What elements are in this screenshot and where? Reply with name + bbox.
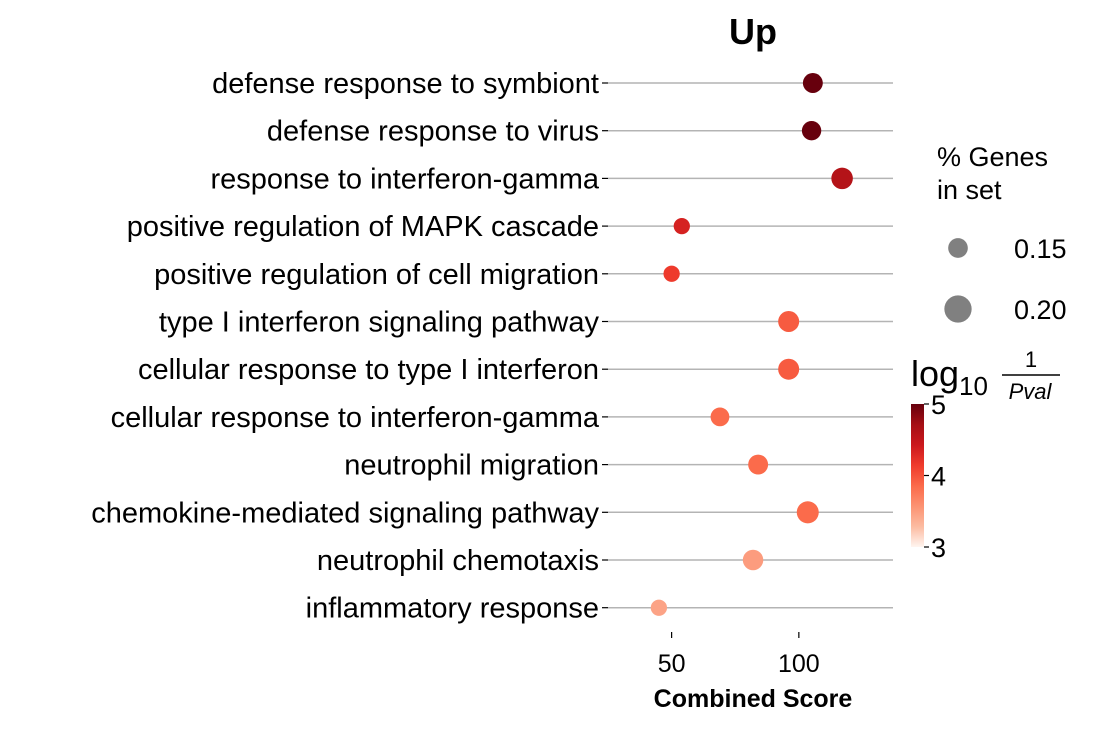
size-legend: % Genes in set 0.15 0.20 [937,142,1067,325]
term-label: defense response to symbiont [212,68,599,100]
term-dot [801,121,822,141]
colorbar-gradient [911,404,924,547]
term-label: inflammatory response [306,593,599,625]
term-label: chemokine-mediated signaling pathway [91,497,599,529]
term-dot [710,407,730,427]
term-dot [748,454,769,475]
term-dot [796,501,819,524]
term-dot [673,217,690,235]
term-dot [663,265,680,282]
x-tick-label: 100 [778,650,820,678]
colorbar-title-base: log [911,353,959,394]
x-axis-label: Combined Score [654,685,853,713]
chart-title: Up [729,11,777,52]
size-legend-marker [944,295,972,323]
size-legend-title-line1: % Genes [937,142,1048,172]
term-dot [778,311,800,332]
term-dot [650,599,668,616]
colorbar-title-sub: 10 [959,371,988,401]
colorbar-title: log10 [911,353,988,401]
term-label: neutrophil chemotaxis [317,545,599,577]
plot-area: defense response to symbiont defense resp… [91,68,893,678]
size-legend-label: 0.20 [1014,295,1067,325]
term-label: cellular response to interferon-gamma [111,402,600,434]
term-dot [831,167,853,190]
term-label: positive regulation of cell migration [154,259,599,291]
term-label: cellular response to type I interferon [138,354,599,386]
x-tick-label: 50 [658,650,686,678]
size-legend-label: 0.15 [1014,234,1067,264]
term-label: response to interferon-gamma [211,163,600,195]
term-dot [742,549,764,571]
term-label: positive regulation of MAPK cascade [127,211,599,243]
term-dot [802,73,823,93]
term-dot [778,358,800,380]
colorbar-tick-label: 4 [931,462,946,492]
colorbar-tick-label: 3 [931,533,946,563]
size-legend-title-line2: in set [937,175,1002,205]
term-label: neutrophil migration [344,450,599,482]
colorbar: log10 1 Pval 5 4 3 [911,347,1060,563]
term-label: defense response to virus [267,116,599,148]
colorbar-title-denominator: Pval [1009,379,1053,404]
term-label: type I interferon signaling pathway [159,307,600,339]
colorbar-title-numerator: 1 [1025,347,1037,372]
colorbar-tick-label: 5 [931,390,946,420]
size-legend-marker [948,238,968,258]
